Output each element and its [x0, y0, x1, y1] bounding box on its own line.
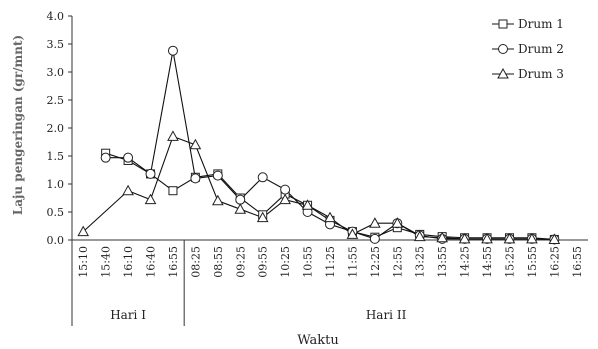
y-tick-label: 3.5 — [47, 38, 65, 51]
x-tick-label: 15:10 — [77, 246, 90, 278]
y-tick-label: 2.5 — [47, 94, 65, 107]
x-axis-ticks: 15:10 15:40 16:10 16:40 16:55 08:25 08:55 09:25… — [77, 246, 584, 278]
point-drum-3 — [123, 186, 133, 195]
point-drum-2 — [236, 195, 245, 204]
x-tick-label: 13:55 — [436, 246, 449, 278]
group-label: Hari II — [366, 308, 407, 322]
legend-label: Drum 2 — [518, 42, 564, 56]
point-drum-2 — [101, 153, 110, 162]
x-tick-label: 16:25 — [548, 246, 561, 278]
y-axis-ticks: 0.0 0.5 1.0 1.5 2.0 2.5 3.0 3.5 4.0 — [47, 10, 73, 247]
point-drum-2 — [213, 171, 222, 180]
x-tick-label: 12:25 — [369, 246, 382, 278]
point-drum-3 — [213, 196, 223, 205]
series-markers — [78, 46, 559, 244]
x-tick-label: 14:55 — [481, 246, 494, 278]
point-drum-2 — [258, 173, 267, 182]
x-tick-label: 15:40 — [100, 246, 113, 278]
point-drum-3 — [168, 131, 178, 140]
legend-marker — [499, 45, 508, 54]
y-tick-label: 0.5 — [47, 206, 65, 219]
x-tick-label: 15:55 — [526, 246, 539, 278]
legend-marker — [499, 20, 507, 28]
series-line-drum-2 — [106, 51, 555, 240]
y-tick-label: 2.0 — [47, 122, 65, 135]
point-drum-1 — [169, 187, 177, 195]
point-drum-2 — [191, 174, 200, 183]
x-tick-label: 14:25 — [459, 246, 472, 278]
y-tick-label: 3.0 — [47, 66, 65, 79]
x-tick-label: 11:55 — [346, 246, 359, 278]
x-tick-label: 12:55 — [391, 246, 404, 278]
x-tick-label: 08:55 — [212, 246, 225, 278]
series-lines — [83, 51, 554, 240]
point-drum-3 — [190, 140, 200, 149]
point-drum-3 — [235, 204, 245, 213]
x-tick-label: 09:55 — [257, 246, 270, 278]
y-tick-label: 1.5 — [47, 150, 65, 163]
x-tick-label: 13:25 — [414, 246, 427, 278]
point-drum-3 — [146, 195, 156, 204]
x-tick-label: 10:55 — [302, 246, 315, 278]
x-tick-label: 11:25 — [324, 246, 337, 278]
legend-label: Drum 3 — [518, 67, 564, 81]
point-drum-2 — [281, 185, 290, 194]
x-tick-label: 16:40 — [145, 246, 158, 278]
point-drum-2 — [124, 153, 133, 162]
y-axis-label: Laju pengeringan (gr/mnt) — [11, 35, 25, 215]
y-tick-label: 0.0 — [47, 234, 65, 247]
x-tick-label: 08:25 — [189, 246, 202, 278]
y-tick-label: 4.0 — [47, 10, 65, 23]
x-tick-label: 10:25 — [279, 246, 292, 278]
point-drum-2 — [146, 169, 155, 178]
x-tick-label: 16:10 — [122, 246, 135, 278]
point-drum-2 — [168, 46, 177, 55]
x-tick-label: 09:25 — [234, 246, 247, 278]
x-axis-label: Waktu — [297, 333, 338, 348]
legend: Drum 1 Drum 2 Drum 3 — [492, 17, 564, 81]
legend-label: Drum 1 — [518, 17, 564, 31]
x-tick-label: 15:25 — [503, 246, 516, 278]
group-label: Hari I — [110, 308, 146, 322]
x-tick-label: 16:55 — [167, 246, 180, 278]
y-tick-label: 1.0 — [47, 178, 65, 191]
x-tick-label: 16:55 — [571, 246, 584, 278]
point-drum-2 — [370, 234, 379, 243]
series-line-drum-3 — [83, 136, 554, 239]
